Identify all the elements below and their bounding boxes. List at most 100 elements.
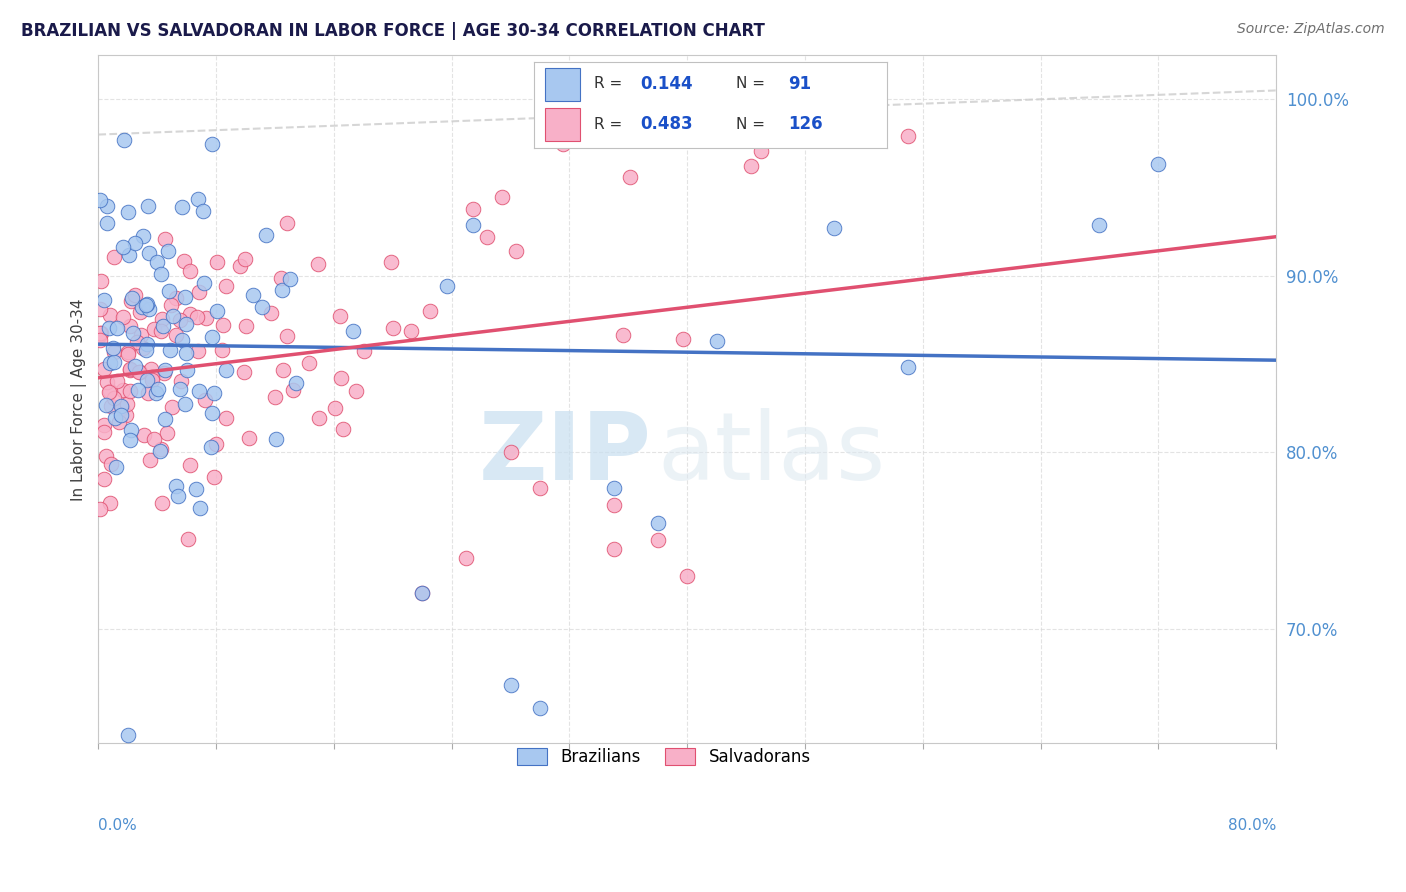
Point	[179, 264, 201, 278]
Point	[285, 376, 308, 391]
Point	[188, 501, 211, 516]
Point	[169, 313, 191, 327]
Point	[156, 244, 179, 258]
Point	[672, 332, 695, 346]
Point	[233, 252, 256, 266]
Point	[97, 385, 120, 400]
Point	[173, 397, 195, 411]
Point	[136, 336, 159, 351]
Point	[706, 334, 728, 349]
Point	[499, 678, 522, 692]
Point	[135, 298, 157, 312]
Point	[153, 232, 176, 246]
Point	[93, 472, 115, 486]
Point	[307, 258, 329, 272]
Point	[159, 343, 181, 358]
Point	[187, 343, 209, 358]
Point	[160, 400, 183, 414]
Point	[108, 415, 131, 429]
Point	[155, 412, 177, 426]
Point	[619, 170, 641, 185]
Point	[353, 343, 375, 358]
Point	[111, 401, 134, 415]
Point	[120, 433, 142, 447]
Point	[149, 443, 172, 458]
Point	[419, 303, 441, 318]
Point	[166, 328, 188, 343]
Point	[264, 390, 287, 404]
Point	[98, 356, 121, 370]
Point	[111, 240, 134, 254]
Point	[101, 341, 124, 355]
Point	[100, 308, 122, 322]
Point	[93, 425, 115, 439]
Point	[212, 318, 235, 332]
Point	[456, 551, 478, 566]
Point	[174, 345, 197, 359]
Point	[136, 386, 159, 401]
Point	[235, 318, 257, 333]
Point	[93, 293, 115, 307]
Point	[176, 318, 198, 332]
Point	[463, 202, 485, 216]
Point	[136, 373, 159, 387]
Point	[117, 205, 139, 219]
Point	[132, 229, 155, 244]
Point	[100, 400, 122, 414]
Point	[138, 245, 160, 260]
Point	[897, 129, 920, 144]
Text: ZIP: ZIP	[479, 409, 652, 500]
Point	[103, 354, 125, 368]
Point	[129, 304, 152, 318]
Point	[112, 133, 135, 147]
Point	[529, 701, 551, 715]
Point	[215, 363, 238, 377]
Point	[162, 309, 184, 323]
Point	[211, 343, 233, 358]
Point	[184, 482, 207, 496]
Point	[382, 321, 405, 335]
Point	[602, 542, 624, 557]
Point	[150, 311, 173, 326]
Point	[202, 470, 225, 484]
Point	[323, 401, 346, 415]
Point	[270, 271, 292, 285]
Point	[174, 290, 197, 304]
Point	[201, 136, 224, 151]
Point	[117, 347, 139, 361]
Point	[193, 276, 215, 290]
Point	[136, 198, 159, 212]
Point	[142, 322, 165, 336]
Point	[330, 371, 353, 385]
Point	[98, 384, 121, 399]
Point	[89, 502, 111, 516]
Point	[194, 392, 217, 407]
Point	[499, 445, 522, 459]
Point	[202, 386, 225, 401]
Point	[238, 431, 260, 445]
Point	[155, 363, 177, 377]
Point	[215, 279, 238, 293]
Point	[187, 285, 209, 299]
Point	[308, 410, 330, 425]
Point	[89, 333, 111, 347]
Point	[602, 481, 624, 495]
Point	[200, 330, 222, 344]
Point	[120, 423, 142, 437]
Point	[250, 300, 273, 314]
Point	[103, 250, 125, 264]
Point	[260, 306, 283, 320]
Point	[121, 291, 143, 305]
Point	[138, 301, 160, 316]
Point	[186, 310, 208, 324]
Point	[89, 193, 111, 207]
Point	[120, 318, 142, 333]
Point	[276, 329, 298, 343]
Point	[90, 273, 112, 287]
Point	[152, 318, 174, 333]
Point	[201, 406, 224, 420]
Point	[179, 307, 201, 321]
Point	[112, 310, 135, 325]
Point	[150, 268, 173, 282]
Point	[749, 144, 772, 158]
